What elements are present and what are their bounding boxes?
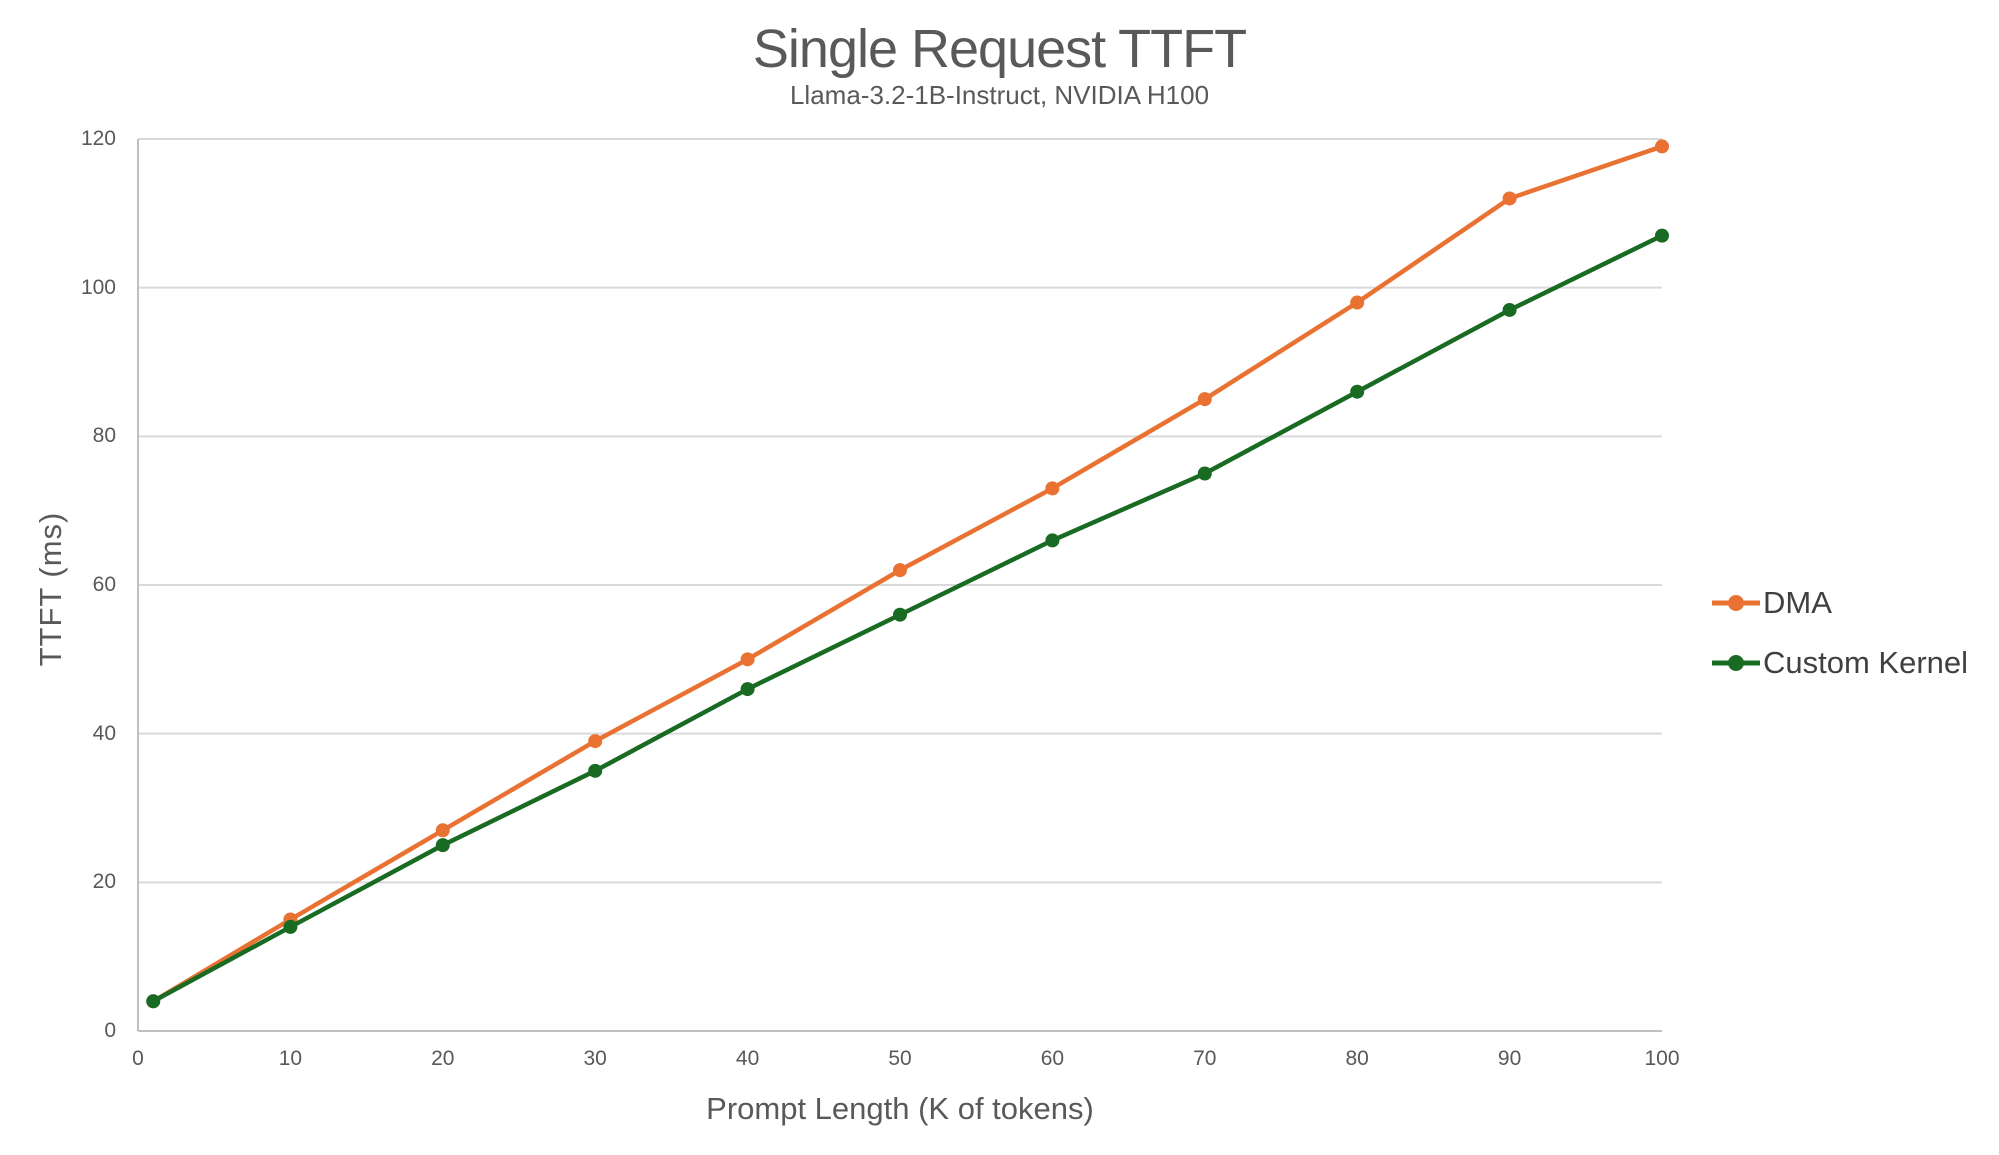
- x-tick-label: 80: [1345, 1047, 1369, 1070]
- data-point-custom-kernel: [1502, 302, 1517, 317]
- data-point-custom-kernel: [146, 994, 161, 1009]
- legend-label: Custom Kernel: [1763, 645, 1969, 680]
- y-tick-label: 40: [92, 721, 116, 745]
- x-tick-label: 60: [1040, 1047, 1065, 1070]
- data-point-custom-kernel: [1045, 533, 1060, 548]
- legend-item-custom-kernel: Custom Kernel: [1712, 643, 1968, 683]
- x-tick-label: 20: [431, 1047, 455, 1070]
- x-tick-label: 0: [132, 1047, 144, 1070]
- data-point-custom-kernel: [283, 919, 298, 934]
- x-tick-label: 40: [735, 1047, 760, 1070]
- x-tick-label: 50: [888, 1047, 912, 1070]
- data-point-custom-kernel: [435, 838, 450, 853]
- data-point-custom-kernel: [740, 682, 755, 697]
- y-tick-label: 80: [92, 424, 116, 448]
- data-point-dma: [893, 563, 907, 578]
- legend-marker-icon: [1712, 595, 1760, 611]
- data-point-custom-kernel: [1350, 384, 1365, 399]
- x-tick-label: 10: [278, 1047, 303, 1070]
- y-tick-label: 120: [80, 127, 116, 150]
- x-tick-label: 90: [1497, 1047, 1522, 1070]
- x-tick-label: 70: [1193, 1047, 1217, 1070]
- chart-title: Single Request TTFT: [752, 19, 1247, 79]
- x-axis-title: Prompt Length (K of tokens): [706, 1091, 1094, 1126]
- legend-label: DMA: [1763, 585, 1832, 620]
- series-line-dma: [150, 144, 1665, 1004]
- legend-marker-icon: [1712, 655, 1760, 671]
- data-point-custom-kernel: [1197, 466, 1212, 481]
- y-tick-label: 100: [80, 275, 116, 299]
- data-point-custom-kernel: [1655, 228, 1669, 243]
- data-point-dma: [1197, 392, 1212, 407]
- data-point-custom-kernel: [893, 607, 907, 622]
- chart-subtitle: Llama-3.2-1B-Instruct, NVIDIA H100: [789, 80, 1210, 110]
- data-point-dma: [1502, 191, 1517, 206]
- y-tick-label: 0: [104, 1019, 116, 1042]
- legend: DMA Custom Kernel: [1712, 583, 1968, 703]
- x-tick-label: 30: [583, 1047, 607, 1070]
- data-point-dma: [435, 823, 450, 838]
- data-point-dma: [588, 734, 603, 749]
- series-line-custom-kernel: [150, 233, 1665, 1004]
- y-axis-title: TTFT (ms): [33, 511, 68, 667]
- x-tick-label: 100: [1644, 1047, 1680, 1070]
- y-tick-label: 60: [92, 573, 116, 596]
- legend-item-dma: DMA: [1712, 583, 1968, 623]
- data-point-custom-kernel: [588, 763, 603, 778]
- data-point-dma: [740, 652, 755, 667]
- data-point-dma: [1655, 139, 1669, 154]
- data-point-dma: [1045, 481, 1060, 496]
- y-tick-label: 20: [92, 870, 116, 894]
- data-point-dma: [1350, 295, 1365, 310]
